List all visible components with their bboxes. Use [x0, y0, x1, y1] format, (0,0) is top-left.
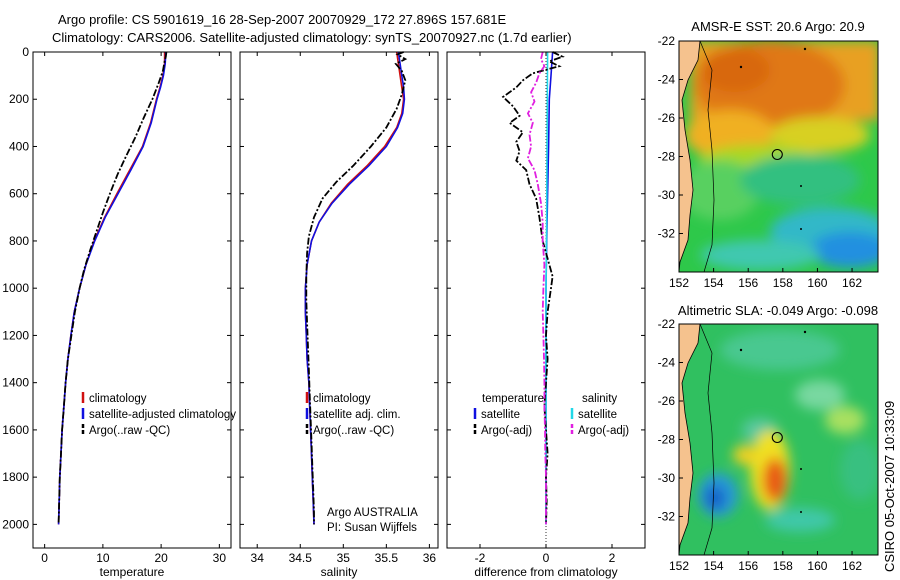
sst_map-ytick-label-4: -30: [658, 188, 676, 202]
sla_map-ytick-label-5: -32: [658, 510, 676, 524]
salinity-xtick-label-4: 36: [423, 551, 437, 565]
sla_map-xtick-label-5: 162: [842, 559, 862, 573]
salinity-legend-label-0: climatology: [313, 393, 371, 405]
sla_map-xtick-label-3: 158: [773, 559, 793, 573]
sst_map-xtick-label-1: 154: [704, 276, 724, 290]
sla_map-xtick-label-4: 160: [807, 559, 827, 573]
figure-title-line1: Argo profile: CS 5901619_16 28-Sep-2007 …: [58, 12, 506, 27]
sst_map-ytick-label-5: -32: [658, 227, 676, 241]
difference-xtick-label-0: -2: [475, 551, 486, 565]
depth-tick-label-7: 1400: [2, 376, 29, 390]
salinity-series-2: [305, 51, 408, 525]
depth-tick-label-10: 2000: [2, 517, 29, 531]
temperature-xtick-label-3: 30: [213, 551, 227, 565]
sla_map-xtick-label-0: 152: [669, 559, 689, 573]
difference-legend-left-label-2: Argo(-adj): [481, 425, 532, 437]
sla_map-ytick-label-2: -26: [658, 394, 676, 408]
temperature-frame: [32, 51, 232, 549]
salinity-annotation-line2: PI: Susan Wijffels: [327, 522, 417, 534]
sla_map-ytick-label-1: -24: [658, 356, 676, 370]
sla_map-xtick-label-2: 156: [738, 559, 758, 573]
depth-tick-label-8: 1600: [2, 423, 29, 437]
sla-float-marker: [771, 431, 783, 444]
salinity-xtick-label-1: 34.5: [289, 551, 313, 565]
difference-legend-right-label-2: Argo(-adj): [578, 425, 629, 437]
temperature-series-0: [57, 52, 166, 525]
temperature-series-2: [57, 51, 168, 525]
sst-map-image: [679, 41, 878, 272]
figure-title-line2: Climatology: CARS2006. Satellite-adjuste…: [52, 30, 572, 45]
depth-tick-label-0: 0: [22, 45, 29, 59]
sst_map-xtick-label-2: 156: [738, 276, 758, 290]
depth-tick-label-3: 600: [9, 187, 29, 201]
temperature-xtick-label-0: 0: [41, 551, 48, 565]
salinity-xtick-label-2: 35: [337, 551, 351, 565]
credit-timestamp: CSIRO 05-Oct-2007 10:33:09: [882, 401, 897, 572]
temperature-panel: 0 10 20 30 temperature 0 200 400 600 800 1000 1200 1…: [2, 45, 236, 579]
difference-legend-left-label-1: satellite: [481, 409, 520, 421]
sla_map-ytick-label-3: -28: [658, 433, 676, 447]
difference-legend-right-label-1: satellite: [578, 409, 617, 421]
salinity-xtick-label-0: 34: [251, 551, 265, 565]
salinity-xtick-label-3: 35.5: [375, 551, 399, 565]
temperature-legend-label-2: Argo(..raw -QC): [89, 425, 170, 437]
salinity-annotation-line1: Argo AUSTRALIA: [327, 507, 418, 519]
depth-tick-label-4: 800: [9, 234, 29, 248]
salinity-xlabel: salinity: [321, 565, 358, 579]
salinity-frame: [239, 51, 439, 549]
sla-map-image: [679, 324, 878, 555]
sla-map-axes: 152 154 156 158 160 162 -22 -24 -26 -28 -30 -32: [658, 317, 863, 573]
temperature-xlabel: temperature: [100, 565, 165, 579]
difference-xtick-label-2: 2: [609, 551, 616, 565]
temperature-series-1: [57, 51, 167, 525]
temperature-legend-label-0: climatology: [89, 393, 147, 405]
sst-float-marker: [771, 148, 783, 161]
salinity-panel: 34 34.5 35 35.5 36 salinity climatology satelli…: [239, 51, 439, 579]
sst_map-xtick-label-4: 160: [807, 276, 827, 290]
sst_map-ytick-label-0: -22: [658, 34, 676, 48]
sla_map-ytick-label-4: -30: [658, 471, 676, 485]
depth-tick-label-6: 1200: [2, 328, 29, 342]
salinity-legend-label-2: Argo(..raw -QC): [313, 425, 394, 437]
difference-xlabel: difference from climatology: [474, 565, 617, 579]
sst_map-xtick-label-0: 152: [669, 276, 689, 290]
temperature-legend-label-1: satellite-adjusted climatology: [89, 409, 236, 421]
sst_map-ytick-label-2: -26: [658, 111, 676, 125]
sst_map-xtick-label-5: 162: [842, 276, 862, 290]
difference-legend-left-label-0: temperature: [482, 393, 544, 405]
depth-tick-label-9: 1800: [2, 470, 29, 484]
difference-legend-right-label-0: salinity: [582, 393, 617, 405]
sst-map-axes: 152 154 156 158 160 162 -22 -24 -26 -28 -30 -32: [658, 34, 863, 290]
difference-series-3: [526, 51, 547, 525]
sla_map-xtick-label-1: 154: [704, 559, 724, 573]
difference-xtick-label-1: 0: [543, 551, 550, 565]
depth-tick-label-5: 1000: [2, 281, 29, 295]
sst_map-ytick-label-3: -28: [658, 150, 676, 164]
depth-tick-label-1: 200: [9, 92, 29, 106]
sst_map-ytick-label-1: -24: [658, 73, 676, 87]
salinity-legend-label-1: satellite adj. clim.: [313, 409, 401, 421]
sst-map-title: AMSR-E SST: 20.6 Argo: 20.9: [691, 19, 864, 34]
temperature-xtick-label-2: 20: [154, 551, 168, 565]
sla-map-title: Altimetric SLA: -0.049 Argo: -0.098: [678, 303, 878, 318]
sst_map-xtick-label-3: 158: [773, 276, 793, 290]
sla_map-ytick-label-0: -22: [658, 317, 676, 331]
depth-tick-label-2: 400: [9, 139, 29, 153]
temperature-xtick-label-1: 10: [96, 551, 110, 565]
